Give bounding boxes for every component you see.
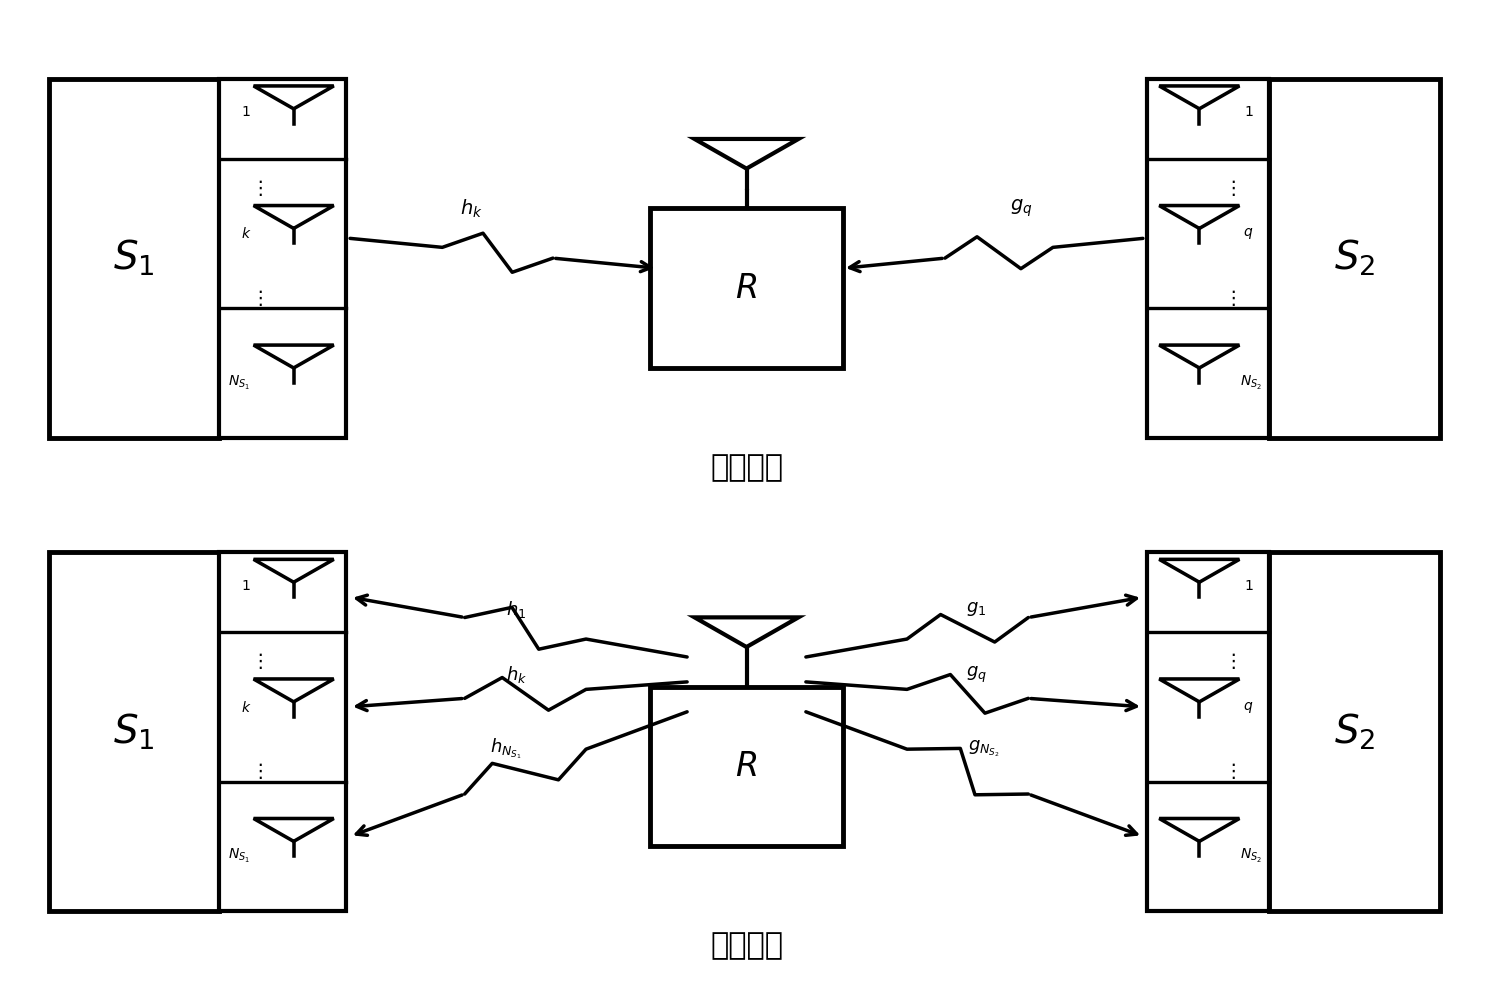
Bar bbox=[649, 686, 844, 846]
Text: $1$: $1$ bbox=[1244, 579, 1253, 593]
Text: ⋮: ⋮ bbox=[249, 288, 269, 308]
Bar bbox=[1269, 553, 1439, 912]
Text: $1$: $1$ bbox=[1244, 105, 1253, 119]
Text: $R$: $R$ bbox=[736, 750, 757, 783]
Text: $S_1$: $S_1$ bbox=[113, 238, 155, 278]
Text: $h_1$: $h_1$ bbox=[506, 599, 527, 620]
Text: $g_q$: $g_q$ bbox=[966, 665, 987, 685]
Text: ⋮: ⋮ bbox=[249, 652, 269, 671]
Bar bbox=[1147, 553, 1269, 912]
Text: $S_2$: $S_2$ bbox=[1333, 712, 1375, 752]
Bar bbox=[1269, 79, 1439, 438]
Text: $q$: $q$ bbox=[1244, 700, 1254, 716]
Text: $N_{S_2}$: $N_{S_2}$ bbox=[1241, 374, 1263, 392]
Text: ⋮: ⋮ bbox=[1224, 288, 1244, 308]
Text: ⋮: ⋮ bbox=[1224, 179, 1244, 198]
Bar bbox=[1147, 79, 1269, 438]
Text: $R$: $R$ bbox=[736, 271, 757, 305]
Text: $h_k$: $h_k$ bbox=[506, 664, 527, 685]
Text: ⋮: ⋮ bbox=[1224, 652, 1244, 671]
Bar bbox=[49, 553, 219, 912]
Text: $N_{S_1}$: $N_{S_1}$ bbox=[227, 847, 249, 865]
Text: 发射阶段: 发射阶段 bbox=[711, 453, 782, 482]
Text: $1$: $1$ bbox=[242, 105, 251, 119]
Text: $g_1$: $g_1$ bbox=[966, 600, 987, 618]
Text: $N_{S_2}$: $N_{S_2}$ bbox=[1241, 847, 1263, 865]
Text: $h_{N_{S_1}}$: $h_{N_{S_1}}$ bbox=[490, 737, 523, 761]
Text: $k$: $k$ bbox=[240, 226, 251, 241]
Text: ⋮: ⋮ bbox=[1224, 762, 1244, 781]
Text: $N_{S_1}$: $N_{S_1}$ bbox=[227, 374, 249, 392]
Text: $h_k$: $h_k$ bbox=[460, 197, 484, 220]
Bar bbox=[649, 208, 844, 368]
Text: $1$: $1$ bbox=[242, 579, 251, 593]
Text: ⋮: ⋮ bbox=[249, 179, 269, 198]
Text: $S_1$: $S_1$ bbox=[113, 712, 155, 752]
Text: $S_2$: $S_2$ bbox=[1333, 238, 1375, 278]
Text: $g_{N_{S_2}}$: $g_{N_{S_2}}$ bbox=[967, 739, 1000, 759]
Bar bbox=[219, 79, 346, 438]
Text: $k$: $k$ bbox=[240, 700, 251, 716]
Text: $q$: $q$ bbox=[1244, 226, 1254, 241]
Text: $g_q$: $g_q$ bbox=[1009, 198, 1033, 219]
Bar bbox=[49, 79, 219, 438]
Text: ⋮: ⋮ bbox=[249, 762, 269, 781]
Text: 接收阶段: 接收阶段 bbox=[711, 932, 782, 961]
Bar bbox=[219, 553, 346, 912]
